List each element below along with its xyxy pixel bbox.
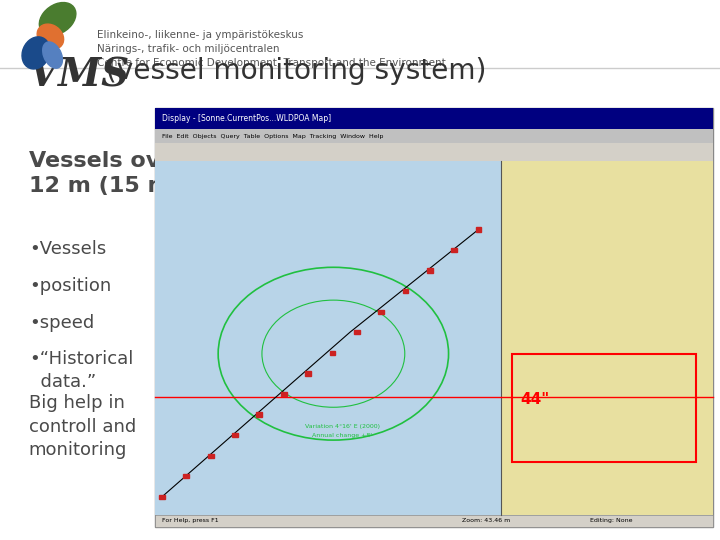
FancyBboxPatch shape [155,143,713,161]
Text: Editing: None: Editing: None [590,518,633,523]
Bar [475,227,481,232]
Text: •“Historical
  data.”: •“Historical data.” [29,350,133,390]
Bar [354,330,359,334]
Ellipse shape [22,37,50,69]
Bar [159,495,165,499]
Text: Variation 4°16' E (2000): Variation 4°16' E (2000) [305,424,379,429]
Text: Annual change +8': Annual change +8' [312,433,372,438]
Ellipse shape [42,42,63,68]
Bar [256,413,262,417]
Text: 44": 44" [521,392,549,407]
Bar [208,454,214,458]
Bar [281,392,287,396]
FancyBboxPatch shape [155,129,713,143]
Ellipse shape [40,3,76,35]
Bar [378,309,384,314]
FancyBboxPatch shape [155,161,713,515]
FancyBboxPatch shape [155,515,713,526]
Text: Elinkeino-, liikenne- ja ympäristökeskus
Närings-, trafik- och miljöcentralen
Ce: Elinkeino-, liikenne- ja ympäristökeskus… [97,30,446,68]
Text: Vessels over
12 m (15 m): Vessels over 12 m (15 m) [29,151,186,196]
Text: For Help, press F1: For Help, press F1 [162,518,219,523]
Text: Big help in
controll and
monitoring: Big help in controll and monitoring [29,394,136,460]
FancyBboxPatch shape [155,108,713,129]
Bar [427,268,433,273]
Text: •speed: •speed [29,314,94,332]
Ellipse shape [37,24,63,49]
Text: VMS: VMS [29,57,130,94]
Bar [330,350,336,355]
FancyBboxPatch shape [155,108,713,526]
Text: Zoom: 43.46 m: Zoom: 43.46 m [462,518,510,523]
Bar [184,474,189,478]
Bar [232,433,238,437]
Text: (vessel monitoring system): (vessel monitoring system) [97,57,487,85]
Bar [402,289,408,293]
Bar [305,372,311,376]
Text: •position: •position [29,277,111,295]
FancyBboxPatch shape [501,161,713,515]
Text: File  Edit  Objects  Query  Table  Options  Map  Tracking  Window  Help: File Edit Objects Query Table Options Ma… [162,133,383,139]
Bar [451,248,457,252]
Text: Display - [Sonne.CurrentPos...WLDPOA Map]: Display - [Sonne.CurrentPos...WLDPOA Map… [162,114,331,123]
Text: •Vessels: •Vessels [29,240,106,258]
